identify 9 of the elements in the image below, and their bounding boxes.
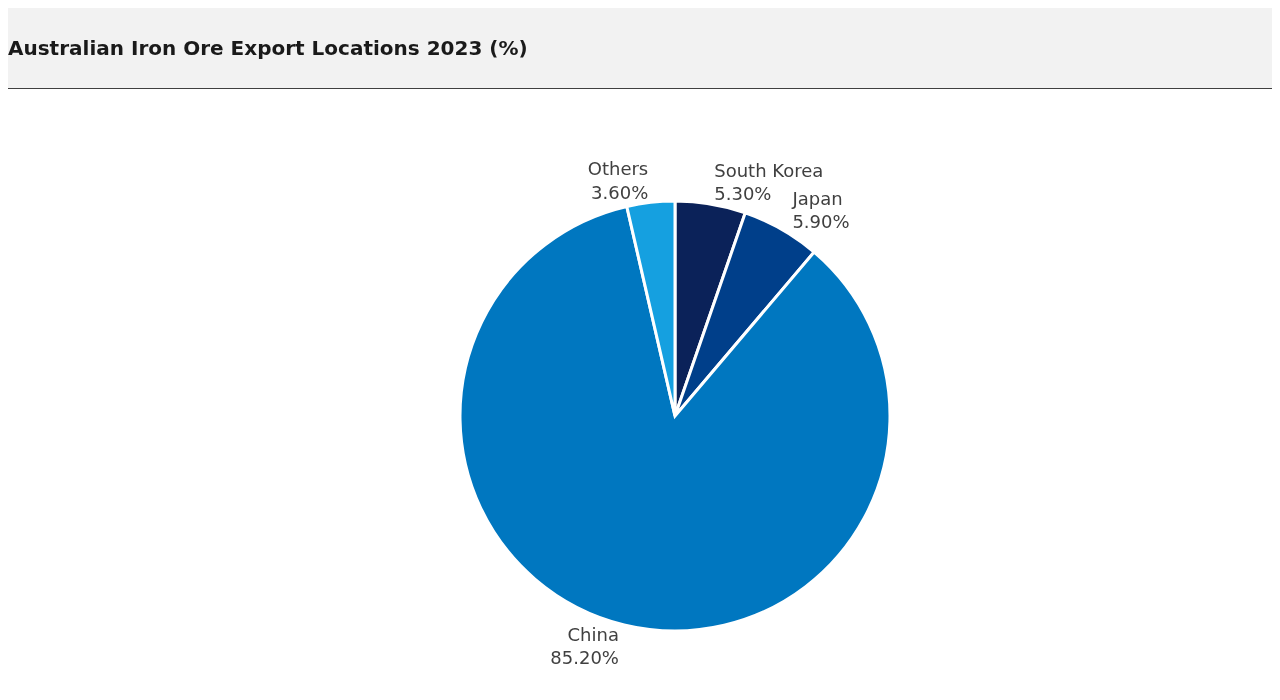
slice-label: China xyxy=(567,623,619,645)
data-label: 3.60% xyxy=(591,181,649,203)
slice-label: Japan xyxy=(791,187,843,209)
slice-label: South Korea xyxy=(714,159,824,181)
slice-label: Others xyxy=(587,158,649,180)
text: Australian Iron Ore Export Locations 2023 (%) xyxy=(8,36,528,60)
data-label: 5.30% xyxy=(714,183,772,205)
data-label: 5.90% xyxy=(792,211,850,233)
data-label: 85.20% xyxy=(550,647,619,669)
